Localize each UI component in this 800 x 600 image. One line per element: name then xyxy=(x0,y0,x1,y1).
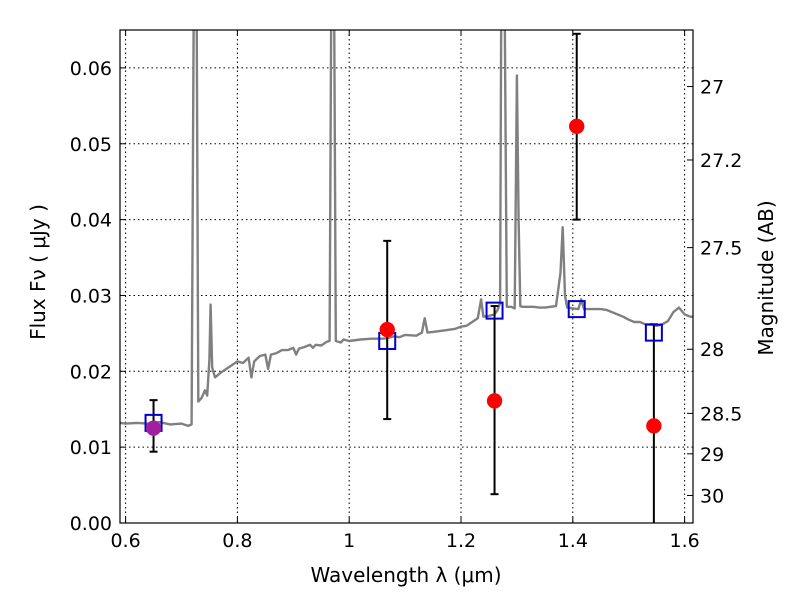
x-tick-label: 0.6 xyxy=(110,530,140,552)
y2-tick-label: 28 xyxy=(700,339,724,361)
plot-frame xyxy=(119,29,694,524)
y-tick-label: 0.00 xyxy=(70,513,112,535)
ticks xyxy=(120,30,693,524)
synthetic-photometry-square xyxy=(485,301,504,320)
observed-flux-point xyxy=(379,321,395,338)
y-tick-label: 0.04 xyxy=(70,210,112,232)
y2-tick-label: 27.2 xyxy=(700,150,742,172)
y2-tick-label: 27 xyxy=(700,77,724,99)
observed-flux-point xyxy=(486,393,503,409)
y2-tick-label: 27.5 xyxy=(700,238,742,260)
y-tick-label: 0.05 xyxy=(70,134,112,156)
x-tick-label: 1.4 xyxy=(558,530,588,552)
data-layer xyxy=(120,30,693,428)
y2-tick-label: 30 xyxy=(700,485,724,507)
synthetic-photometry-square xyxy=(644,323,663,342)
observed-flux-point xyxy=(145,420,162,436)
x-tick-label: 1.2 xyxy=(446,530,476,552)
markers xyxy=(144,118,663,436)
y-tick-label: 0.06 xyxy=(70,58,112,80)
y2-tick-label: 28.5 xyxy=(700,403,742,425)
y2-axis-label: Magnitude (AB) xyxy=(754,200,778,355)
y2-tick-label: 29 xyxy=(700,444,724,466)
y-tick-labels: 0.00 0.01 0.02 0.03 0.04 0.05 0.06 xyxy=(70,58,112,535)
x-tick-label: 1 xyxy=(343,530,355,552)
y-tick-label: 0.03 xyxy=(70,285,112,307)
x-tick-label: 1.6 xyxy=(670,530,700,552)
plot-background xyxy=(120,30,693,523)
y-tick-label: 0.01 xyxy=(70,437,112,459)
y-tick-label: 0.02 xyxy=(70,361,112,383)
model-spectrum-line xyxy=(120,30,693,428)
observed-flux-point xyxy=(646,418,662,434)
observed-flux-point xyxy=(568,118,585,135)
x-tick-label: 0.8 xyxy=(222,530,252,552)
synthetic-photometry-square xyxy=(567,300,586,319)
y-axis-label: Flux Fν ( μJy ) xyxy=(26,204,50,340)
x-tick-labels: 0.6 0.8 1 1.2 1.4 1.6 xyxy=(110,530,699,552)
y2-tick-labels: 27 27.2 27.5 28 28.5 29 30 xyxy=(700,77,742,508)
x-axis-label: Wavelength λ (μm) xyxy=(310,563,501,587)
